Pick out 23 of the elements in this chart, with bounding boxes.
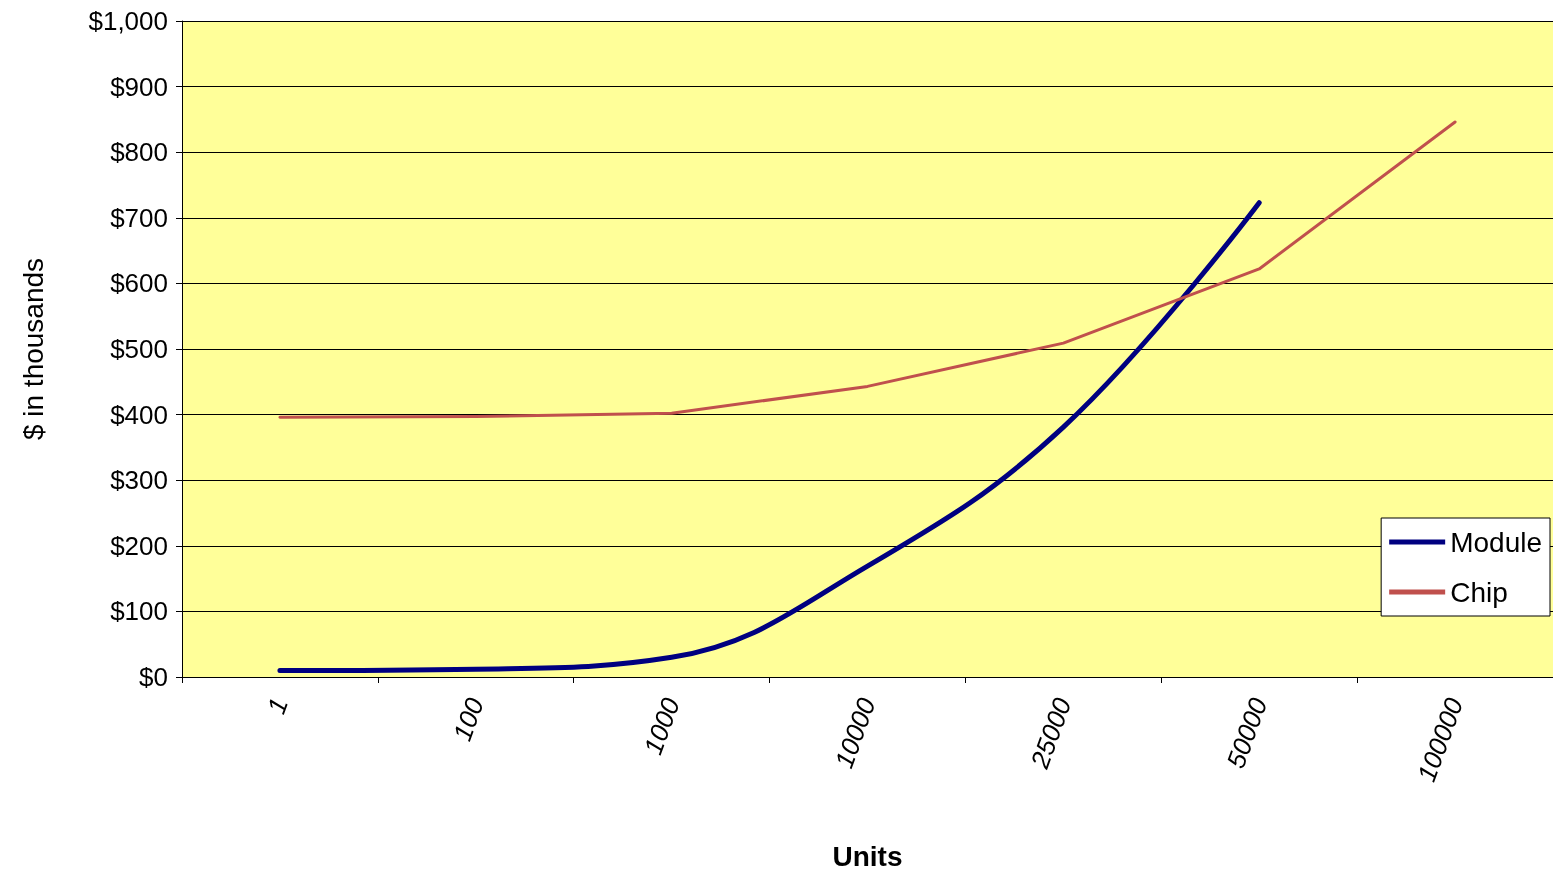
x-tick-label: 100 [446,693,491,745]
x-tick-label: 100000 [1411,693,1470,786]
y-tick-label: $600 [110,268,168,299]
y-tick-label: $400 [110,399,168,430]
y-axis-title: $ in thousands [17,257,49,441]
y-tick-label: $100 [110,596,168,627]
y-tick-label: $300 [110,465,168,496]
y-tick-label: $700 [110,202,168,233]
legend-label: Module [1450,526,1543,558]
y-tick-label: $500 [110,334,168,364]
x-tick-label: 1000 [637,693,686,759]
x-tick-label: 10000 [828,693,882,773]
x-axis-title: Units [832,840,903,872]
y-tick-label: $800 [110,137,168,168]
y-tick-label: $1,000 [88,6,168,36]
x-tick-label: 25000 [1024,693,1078,774]
y-tick-label: $0 [139,662,168,692]
legend-label: Chip [1450,576,1508,608]
line-series [278,120,1457,419]
y-tick-label: $900 [110,71,168,102]
y-tick-label: $200 [110,530,168,561]
x-tick-label: 1 [260,693,295,718]
x-tick-label: 50000 [1220,693,1274,773]
